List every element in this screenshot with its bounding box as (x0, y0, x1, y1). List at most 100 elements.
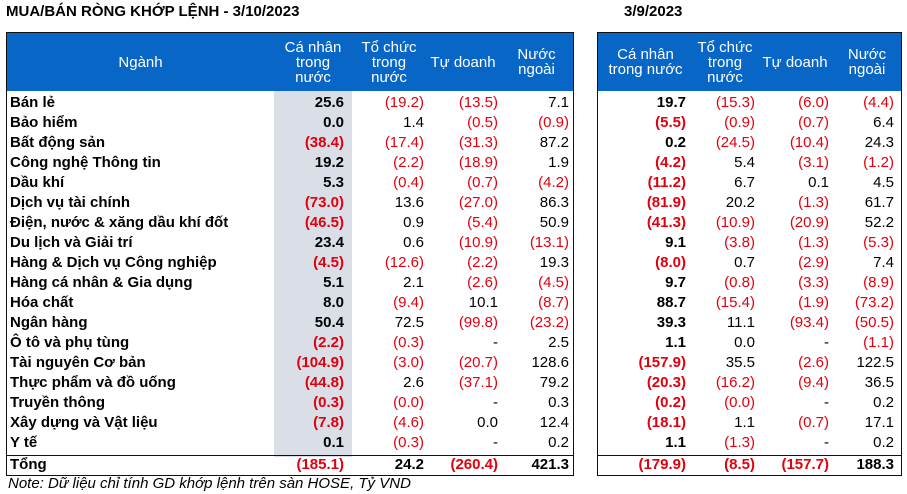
table-row: 88.7 (15.4) (1.9) (73.2) (598, 293, 901, 313)
cell-institution: 13.6 (394, 194, 424, 211)
total-row: Tổng (185.1) 24.2 (260.4) 421.3 (7, 455, 573, 475)
sector-name: Dầu khí (10, 174, 65, 191)
cell-foreign: 122.5 (856, 354, 894, 371)
cell-individual: 5.3 (323, 174, 344, 191)
cell-individual: (0.3) (313, 394, 344, 411)
cell-proprietary: (260.4) (450, 456, 498, 473)
cell-foreign: (73.2) (854, 294, 894, 311)
cell-institution: 0.9 (403, 214, 424, 231)
cell-individual: (7.8) (313, 414, 344, 431)
cell-foreign: 421.3 (531, 456, 569, 473)
cell-individual: (20.3) (646, 374, 686, 391)
sector-name: Tổng (10, 456, 47, 473)
header-foreign: Nước ngoài (517, 46, 556, 78)
cell-institution: 6.7 (734, 174, 755, 191)
cell-proprietary: - (493, 334, 498, 351)
cell-individual: (38.4) (304, 134, 344, 151)
cell-individual: 8.0 (323, 294, 344, 311)
cell-institution: 2.6 (403, 374, 424, 391)
cell-proprietary: (0.7) (798, 114, 829, 131)
table-row: (20.3) (16.2) (9.4) 36.5 (598, 373, 901, 393)
sector-name: Bất động sản (10, 134, 106, 151)
sector-name: Hàng & Dịch vụ Công nghiệp (10, 254, 217, 271)
cell-institution: 24.2 (394, 456, 424, 473)
cell-foreign: (50.5) (854, 314, 894, 331)
table-row: 9.7 (0.8) (3.3) (8.9) (598, 273, 901, 293)
cell-institution: (1.3) (724, 434, 755, 451)
cell-institution: (0.3) (393, 334, 424, 351)
cell-individual: (41.3) (646, 214, 686, 231)
cell-individual: 19.2 (314, 154, 344, 171)
table-row: 9.1 (3.8) (1.3) (5.3) (598, 233, 901, 253)
sector-name: Thực phẩm và đồ uống (10, 374, 176, 391)
cell-proprietary: (2.2) (467, 254, 498, 271)
cell-proprietary: (27.0) (458, 194, 498, 211)
cell-individual: 5.1 (323, 274, 344, 291)
sector-name: Y tế (10, 434, 38, 451)
table-row: (11.2) 6.7 0.1 4.5 (598, 173, 901, 193)
cell-proprietary: 0.1 (808, 174, 829, 191)
header-proprietary: Tự doanh (430, 53, 496, 71)
cell-individual: (185.1) (296, 456, 344, 473)
table-row: Công nghệ Thông tin 19.2 (2.2) (18.9) 1.9 (7, 153, 573, 173)
total-row: (179.9) (8.5) (157.7) 188.3 (598, 455, 901, 475)
cell-individual: (4.2) (655, 154, 686, 171)
table-row: (18.1) 1.1 (0.7) 17.1 (598, 413, 901, 433)
table-row: (4.2) 5.4 (3.1) (1.2) (598, 153, 901, 173)
cell-foreign: (23.2) (529, 314, 569, 331)
cell-foreign: 4.5 (873, 174, 894, 191)
cell-foreign: 2.5 (548, 334, 569, 351)
cell-institution: (3.0) (393, 354, 424, 371)
comparison-date-title: 3/9/2023 (624, 3, 683, 20)
cell-proprietary: (2.9) (798, 254, 829, 271)
cell-institution: (24.5) (715, 134, 755, 151)
cell-proprietary: 10.1 (468, 294, 498, 311)
cell-foreign: (4.5) (538, 274, 569, 291)
cell-foreign: 0.2 (873, 434, 894, 451)
cell-foreign: 0.2 (873, 394, 894, 411)
cell-individual: (44.8) (304, 374, 344, 391)
cell-institution: (3.8) (724, 234, 755, 251)
cell-foreign: (13.1) (529, 234, 569, 251)
cell-individual: 0.1 (323, 434, 344, 451)
cell-proprietary: (99.8) (458, 314, 498, 331)
cell-institution: 11.1 (726, 314, 755, 331)
current-net-flow-table: Ngành Cá nhân trong nước Tổ chức trong n… (6, 32, 574, 476)
cell-individual: (8.0) (655, 254, 686, 271)
sector-name: Điện, nước & xăng dầu khí đốt (10, 214, 229, 231)
cell-proprietary: - (824, 394, 829, 411)
cell-institution: (16.2) (715, 374, 755, 391)
cell-individual: (157.9) (638, 354, 686, 371)
cell-proprietary: (1.9) (798, 294, 829, 311)
table-row: Hóa chất 8.0 (9.4) 10.1 (8.7) (7, 293, 573, 313)
table-row: Ngân hàng 50.4 72.5 (99.8) (23.2) (7, 313, 573, 333)
cell-institution: 72.5 (394, 314, 424, 331)
table-row: Hàng & Dịch vụ Công nghiệp (4.5) (12.6) (2.… (7, 253, 573, 273)
sector-name: Xây dựng và Vật liệu (10, 414, 158, 431)
cell-proprietary: (0.7) (467, 174, 498, 191)
header-individual-domestic: Cá nhân trong nước (284, 38, 342, 86)
table-title: MUA/BÁN RÒNG KHỚP LỆNH - 3/10/2023 (6, 3, 300, 20)
sector-name: Dịch vụ tài chính (10, 194, 131, 211)
table-row: Thực phẩm và đồ uống (44.8) 2.6 (37.1) 79.2 (7, 373, 573, 393)
cell-institution: 2.1 (403, 274, 424, 291)
cell-institution: (0.8) (724, 274, 755, 291)
cell-foreign: (1.1) (863, 334, 894, 351)
cell-foreign: 17.1 (864, 414, 894, 431)
cell-institution: (0.4) (393, 174, 424, 191)
table-row: Ô tô và phụ tùng (2.2) (0.3) - 2.5 (7, 333, 573, 353)
comparison-net-flow-table: Cá nhân trong nước Tổ chức trong nước Tự… (597, 32, 902, 476)
cell-foreign: 0.2 (548, 434, 569, 451)
cell-foreign: 36.5 (864, 374, 894, 391)
cell-proprietary: - (493, 434, 498, 451)
sector-name: Hóa chất (10, 294, 74, 311)
sector-name: Bảo hiểm (10, 114, 78, 131)
cell-individual: 9.7 (665, 274, 686, 291)
cell-proprietary: (13.5) (458, 94, 498, 111)
sector-name: Tài nguyên Cơ bản (10, 354, 146, 371)
cell-proprietary: - (824, 434, 829, 451)
cell-individual: (4.5) (313, 254, 344, 271)
individual-column-shade (274, 91, 352, 457)
cell-foreign: (8.7) (538, 294, 569, 311)
cell-foreign: (5.3) (863, 234, 894, 251)
